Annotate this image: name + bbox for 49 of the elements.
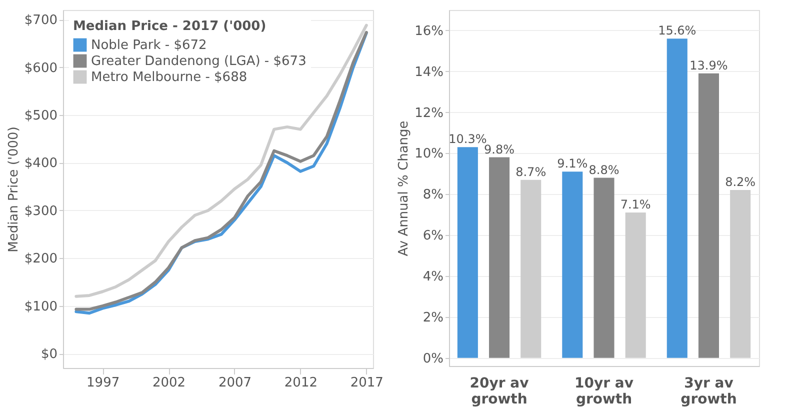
y-axis-title: Median Price ('000) bbox=[6, 126, 22, 252]
y-tick-label: $700 bbox=[24, 13, 58, 28]
y-tick-label: $0 bbox=[40, 347, 58, 362]
y-tick-label: 12% bbox=[414, 106, 444, 121]
data-label: 8.7% bbox=[516, 164, 546, 179]
x-tick-label: 1997 bbox=[86, 376, 120, 390]
y-tick-label: 6% bbox=[422, 228, 444, 244]
bar bbox=[489, 157, 510, 358]
y-tick-label: 4% bbox=[422, 269, 444, 284]
data-label: 10.3% bbox=[448, 132, 487, 146]
x-tick-label: 20yr av growth bbox=[470, 376, 529, 408]
bar bbox=[562, 172, 583, 358]
x-tick-label: 3yr av growth bbox=[680, 376, 737, 408]
y-tick-label: 2% bbox=[422, 310, 444, 326]
bar bbox=[520, 180, 542, 358]
y-axis-title: Av Annual % Change bbox=[396, 120, 412, 256]
x-tick-label: 2017 bbox=[350, 376, 384, 390]
y-tick-label: 16% bbox=[414, 24, 444, 39]
x-tick-label: 2002 bbox=[152, 376, 186, 390]
x-tick-label: 10yr av growth bbox=[574, 376, 634, 408]
legend-title: Median Price - 2017 ('000) bbox=[73, 19, 266, 34]
y-tick-label: $500 bbox=[24, 108, 58, 124]
y-tick-label: $200 bbox=[24, 252, 58, 267]
legend-label: Metro Melbourne - $688 bbox=[91, 70, 248, 85]
y-tick-label: 14% bbox=[414, 64, 444, 80]
legend-label: Greater Dandenong (LGA) - $673 bbox=[91, 54, 306, 69]
legend-label: Noble Park - $672 bbox=[91, 38, 207, 53]
y-tick-label: 8% bbox=[422, 188, 444, 203]
y-tick-label: 0% bbox=[422, 351, 444, 366]
bar bbox=[625, 212, 646, 358]
data-label: 7.1% bbox=[620, 198, 651, 212]
y-tick-label: $600 bbox=[24, 60, 58, 76]
y-tick-label: $300 bbox=[24, 204, 58, 219]
bar bbox=[698, 73, 719, 358]
bar bbox=[457, 147, 478, 358]
data-label: 15.6% bbox=[658, 24, 696, 38]
data-label: 8.2% bbox=[725, 175, 756, 190]
bar bbox=[730, 190, 751, 358]
data-label: 8.8% bbox=[588, 162, 620, 177]
data-label: 13.9% bbox=[690, 58, 728, 72]
y-tick-label: $400 bbox=[24, 156, 58, 172]
x-tick-label: 2007 bbox=[218, 376, 252, 390]
y-tick-label: 10% bbox=[414, 146, 444, 162]
x-tick-label: 2012 bbox=[284, 376, 318, 390]
bar bbox=[666, 38, 688, 358]
data-label: 9.8% bbox=[484, 142, 515, 156]
bar bbox=[594, 178, 614, 358]
y-tick-label: $100 bbox=[24, 299, 58, 314]
data-label: 9.1% bbox=[557, 156, 588, 171]
